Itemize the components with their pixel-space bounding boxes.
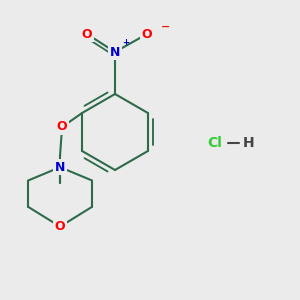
Text: +: + xyxy=(122,38,129,47)
Text: −: − xyxy=(161,22,170,32)
Text: N: N xyxy=(110,46,120,59)
Text: O: O xyxy=(142,28,152,40)
Text: H: H xyxy=(243,136,255,150)
Text: O: O xyxy=(55,220,65,233)
Text: Cl: Cl xyxy=(208,136,222,150)
Text: N: N xyxy=(55,161,65,174)
Text: O: O xyxy=(82,28,92,40)
Text: O: O xyxy=(57,121,68,134)
